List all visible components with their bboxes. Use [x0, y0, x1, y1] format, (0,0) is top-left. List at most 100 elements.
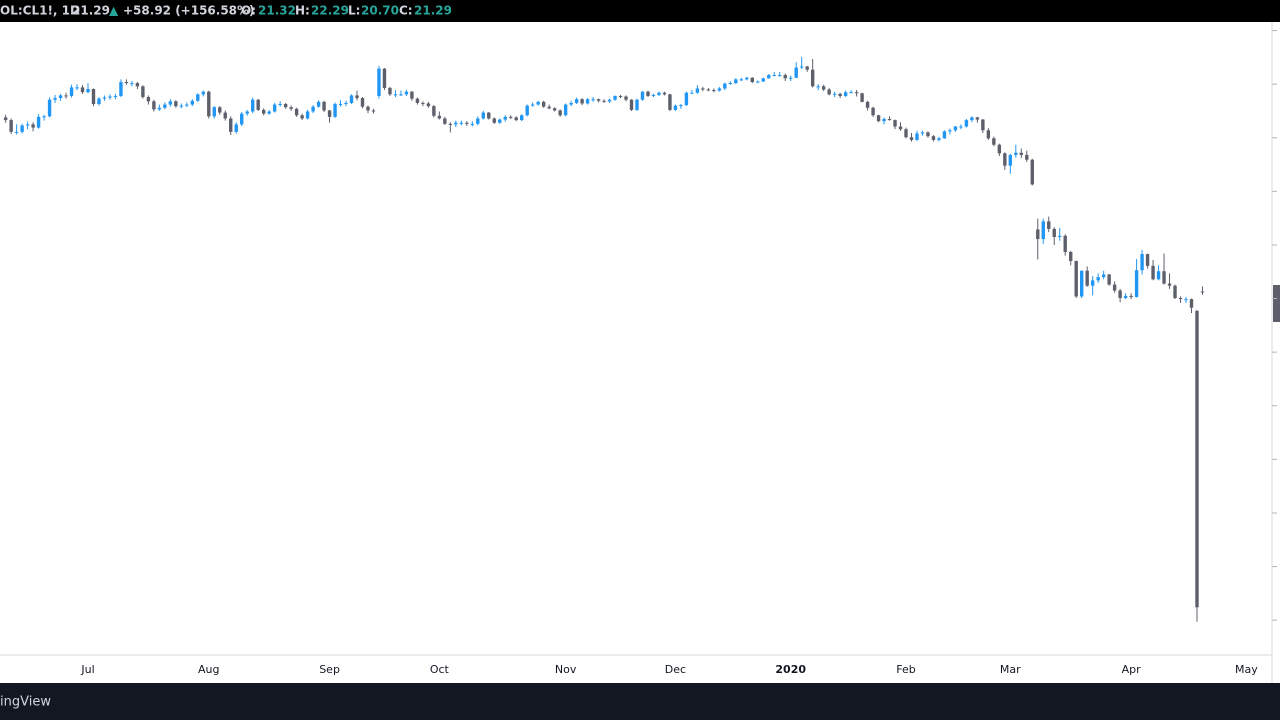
candle-body: [459, 122, 464, 124]
candle-body: [1118, 290, 1122, 299]
candle-body: [679, 105, 683, 107]
candle-body: [778, 75, 782, 77]
change-arrow: ▲: [109, 4, 119, 18]
candle-body: [596, 99, 601, 101]
candle-body: [152, 101, 156, 110]
candle-body: [355, 95, 359, 99]
x-tick-label: Jul: [80, 663, 94, 676]
candle-body: [695, 88, 700, 93]
candle-body: [1184, 299, 1188, 301]
candle-body: [997, 144, 1002, 154]
candle-body: [640, 91, 645, 100]
candle-body: [20, 125, 24, 132]
candle-body: [256, 99, 260, 110]
candle-body: [410, 91, 414, 99]
candle-body: [618, 95, 623, 97]
candle-body: [602, 100, 606, 102]
candle-body: [767, 75, 771, 79]
candle-body: [311, 106, 315, 112]
candle-body: [530, 104, 535, 106]
candle-body: [1162, 271, 1166, 284]
candle-body: [701, 88, 705, 90]
candle-body: [234, 124, 238, 132]
candle-body: [1195, 310, 1199, 608]
candle-body: [690, 92, 694, 94]
low-value: 20.70: [361, 4, 399, 18]
x-tick-label: May: [1235, 663, 1258, 676]
candle-body: [349, 95, 354, 103]
candle-body: [1101, 274, 1106, 278]
candle-body: [432, 106, 436, 116]
candle-body: [113, 95, 118, 97]
candle-body: [574, 99, 579, 103]
candle-body: [1178, 298, 1183, 300]
candle-body: [25, 124, 30, 126]
candle-body: [514, 117, 518, 121]
candle-body: [1107, 274, 1111, 285]
candle-body: [69, 87, 74, 96]
candle-body: [97, 98, 101, 105]
open-value: 21.32: [258, 4, 296, 18]
candle-body: [267, 111, 271, 114]
candle-body: [651, 94, 656, 96]
symbol: OL:CL1!, 1D: [0, 4, 80, 18]
candle-body: [1058, 235, 1062, 237]
candle-body: [1074, 261, 1078, 297]
candle-body: [190, 100, 195, 105]
candle-body: [196, 94, 200, 101]
candle-body: [272, 104, 277, 112]
candle-body: [838, 93, 842, 96]
candle-body: [975, 117, 980, 120]
candle-body: [9, 120, 13, 132]
close-label: C:: [399, 4, 413, 18]
candle-body: [31, 124, 35, 128]
candle-body: [1014, 152, 1018, 155]
candle-body: [399, 94, 403, 96]
candle-body: [119, 82, 123, 96]
candle-body: [80, 87, 85, 93]
x-tick-label: 2020: [775, 663, 806, 676]
candle-body: [1025, 154, 1029, 160]
candle-body: [657, 92, 661, 95]
candle-body: [992, 138, 996, 145]
candle-body: [305, 111, 310, 119]
candle-body: [547, 106, 551, 109]
candle-body: [1003, 153, 1007, 166]
candle-body: [179, 105, 184, 107]
candle-body: [849, 92, 853, 94]
candle-body: [843, 92, 848, 96]
x-tick-label: Oct: [430, 663, 450, 676]
candle-body: [141, 86, 145, 98]
candle-body: [1069, 251, 1073, 262]
candle-body: [377, 68, 381, 96]
candle-body: [245, 111, 249, 114]
candle-body: [810, 69, 815, 87]
candle-body: [14, 131, 19, 133]
candle-body: [36, 116, 41, 128]
candle-body: [42, 116, 46, 118]
candle-body: [1167, 283, 1172, 286]
candle-body: [421, 102, 425, 104]
candle-body: [261, 109, 266, 114]
candle-body: [1112, 284, 1117, 291]
open-label: O:: [241, 4, 256, 18]
candle-body: [382, 68, 387, 88]
candle-body: [229, 118, 233, 132]
candle-body: [207, 91, 211, 117]
candle-body: [734, 79, 738, 84]
candle-body: [465, 122, 469, 124]
candle-body: [745, 77, 749, 80]
candle-body: [1041, 221, 1045, 240]
candle-body: [371, 110, 376, 112]
candle-body: [509, 116, 513, 118]
last-price: 21.29: [72, 4, 110, 18]
candle-body: [882, 119, 886, 122]
candle-body: [240, 113, 244, 125]
candle-body: [986, 130, 991, 139]
candle-body: [948, 130, 952, 132]
candle-body: [920, 132, 925, 134]
candle-body: [388, 87, 392, 95]
x-tick-label: Mar: [1000, 663, 1021, 676]
candle-body: [717, 88, 722, 91]
candle-body: [3, 117, 8, 121]
